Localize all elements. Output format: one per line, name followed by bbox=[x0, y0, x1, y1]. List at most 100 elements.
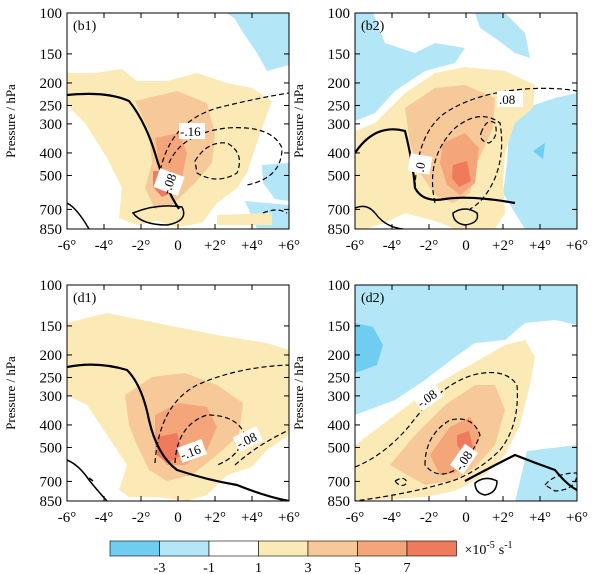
x-tick-label: -2° bbox=[132, 238, 151, 254]
x-tick-label: -2° bbox=[420, 238, 439, 254]
y-tick-label: 250 bbox=[40, 98, 63, 114]
panel-label-b2: (b2) bbox=[361, 19, 385, 34]
y-tick-label: 700 bbox=[40, 202, 63, 218]
y-tick-label: 400 bbox=[328, 418, 351, 434]
contour-label-b2-1: .08 bbox=[499, 92, 515, 107]
y-tick-label: 500 bbox=[40, 440, 63, 456]
y-tick-label: 300 bbox=[40, 117, 63, 133]
x-tick-label: +2° bbox=[492, 238, 514, 254]
y-axis-label: Pressure / hPa bbox=[291, 356, 306, 430]
y-tick-label: 500 bbox=[328, 440, 351, 456]
x-tick-label: 0 bbox=[462, 510, 470, 526]
x-tick-label: +6° bbox=[566, 238, 588, 254]
contour-label-d1-1: -.16 bbox=[178, 441, 203, 462]
colorbar-swatch bbox=[208, 540, 259, 557]
x-tick-label: +2° bbox=[204, 510, 226, 526]
colorbar-level-label: 7 bbox=[404, 561, 411, 574]
axes-panel-2: 100 150 200 250 300 400 500 700 850-6° -4° -2° 0 +2°… bbox=[3, 278, 300, 526]
panel-b2: .08 .0 (b2) bbox=[354, 12, 578, 230]
colorbar-swatch bbox=[109, 540, 160, 557]
axes-panel-1: 100 150 200 250 300 400 500 700 850-6° -4° -2° 0 +2°… bbox=[291, 6, 588, 254]
colorbar-unit: ×10-5 s-1 bbox=[465, 540, 513, 558]
colorbar: -3 -1 1 3 5 7 ×10-5 s-1 bbox=[109, 540, 513, 574]
y-tick-label: 300 bbox=[40, 389, 63, 405]
y-tick-label: 100 bbox=[40, 278, 63, 294]
panel-b1: -.16 -.08 (b1) bbox=[66, 12, 290, 230]
panel-label-b1: (b1) bbox=[73, 19, 97, 34]
x-tick-label: +6° bbox=[278, 238, 300, 254]
y-tick-label: 700 bbox=[328, 474, 351, 490]
y-tick-label: 150 bbox=[40, 47, 63, 63]
x-tick-label: -4° bbox=[383, 510, 402, 526]
y-tick-label: 250 bbox=[40, 370, 63, 386]
panel-label-d2: (d2) bbox=[361, 291, 385, 306]
x-tick-label: +4° bbox=[241, 238, 263, 254]
panel-d1: -.16 -.08 (d1) bbox=[66, 284, 290, 502]
axes-panel-0: 100 150 200 250 300 400 500 700 850-6° -4° -2° 0 +2°… bbox=[3, 6, 300, 254]
contour-label-b1-1: -.16 bbox=[180, 124, 201, 139]
contour-label-b2-2: .0 bbox=[412, 161, 428, 173]
y-tick-label: 200 bbox=[40, 348, 63, 364]
y-tick-label: 150 bbox=[40, 319, 63, 335]
x-tick-label: +2° bbox=[492, 510, 514, 526]
x-tick-label: 0 bbox=[174, 238, 182, 254]
x-tick-label: -2° bbox=[420, 510, 439, 526]
colorbar-swatch bbox=[159, 540, 210, 557]
colorbar-swatch bbox=[258, 540, 309, 557]
y-axis-label: Pressure / hPa bbox=[291, 84, 306, 158]
colorbar-level-label: 1 bbox=[255, 561, 262, 574]
y-tick-label: 850 bbox=[328, 222, 351, 238]
x-tick-label: -6° bbox=[58, 510, 77, 526]
colorbar-swatch bbox=[307, 540, 358, 557]
y-tick-label: 100 bbox=[40, 6, 63, 22]
x-tick-label: +2° bbox=[204, 238, 226, 254]
panel-d2: -.08 -.08 (d2) bbox=[354, 284, 578, 502]
y-axis-label: Pressure / hPa bbox=[3, 356, 18, 430]
y-axis-label: Pressure / hPa bbox=[3, 84, 18, 158]
y-tick-label: 400 bbox=[40, 418, 63, 434]
colorbar-level-label: -1 bbox=[203, 561, 215, 574]
y-tick-label: 850 bbox=[40, 222, 63, 238]
contour-label-b1-2: -.08 bbox=[158, 172, 179, 196]
y-tick-label: 500 bbox=[328, 168, 351, 184]
y-tick-label: 100 bbox=[328, 278, 351, 294]
x-tick-label: 0 bbox=[174, 510, 182, 526]
y-tick-label: 100 bbox=[328, 6, 351, 22]
colorbar-level-label: 5 bbox=[354, 561, 361, 574]
x-tick-label: -6° bbox=[346, 238, 365, 254]
x-tick-label: +4° bbox=[529, 238, 551, 254]
y-tick-label: 300 bbox=[328, 389, 351, 405]
x-tick-label: +4° bbox=[529, 510, 551, 526]
x-tick-label: +4° bbox=[241, 510, 263, 526]
colorbar-level-label: 3 bbox=[305, 561, 312, 574]
x-tick-label: -6° bbox=[346, 510, 365, 526]
x-tick-label: +6° bbox=[278, 510, 300, 526]
y-tick-label: 300 bbox=[328, 117, 351, 133]
y-tick-label: 400 bbox=[40, 146, 63, 162]
x-tick-label: +6° bbox=[566, 510, 588, 526]
y-tick-label: 200 bbox=[328, 76, 351, 92]
axes-panel-3: 100 150 200 250 300 400 500 700 850-6° -4° -2° 0 +2°… bbox=[291, 278, 588, 526]
colorbar-swatch bbox=[406, 540, 457, 557]
x-tick-label: -4° bbox=[383, 238, 402, 254]
y-tick-label: 850 bbox=[328, 494, 351, 510]
x-tick-label: -6° bbox=[58, 238, 77, 254]
y-tick-label: 700 bbox=[40, 474, 63, 490]
y-tick-label: 250 bbox=[328, 370, 351, 386]
x-tick-label: 0 bbox=[462, 238, 470, 254]
y-tick-label: 150 bbox=[328, 319, 351, 335]
colorbar-swatch bbox=[357, 540, 408, 557]
colorbar-level-label: -3 bbox=[154, 561, 166, 574]
y-tick-label: 700 bbox=[328, 202, 351, 218]
y-tick-label: 150 bbox=[328, 47, 351, 63]
x-tick-label: -4° bbox=[95, 510, 114, 526]
y-tick-label: 250 bbox=[328, 98, 351, 114]
y-tick-label: 400 bbox=[328, 146, 351, 162]
y-tick-label: 200 bbox=[40, 76, 63, 92]
y-tick-label: 500 bbox=[40, 168, 63, 184]
x-tick-label: -2° bbox=[132, 510, 151, 526]
y-tick-label: 850 bbox=[40, 494, 63, 510]
panel-label-d1: (d1) bbox=[73, 291, 97, 306]
